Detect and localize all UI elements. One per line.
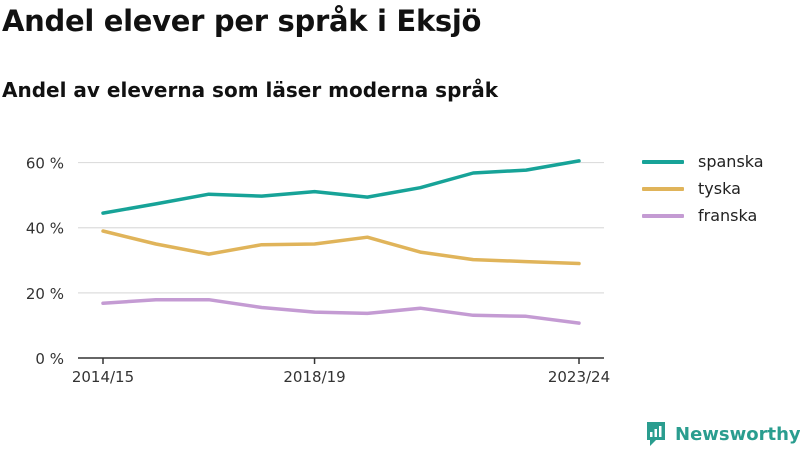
y-tick-label: 0 %	[35, 350, 64, 368]
y-tick-label: 60 %	[26, 155, 64, 173]
legend-item-spanska: spanska	[642, 148, 764, 175]
chart-legend: spanska tyska franska	[642, 148, 764, 229]
series-lines	[101, 159, 581, 325]
chart-subtitle: Andel av eleverna som läser moderna språ…	[2, 78, 499, 102]
x-tick-label: 2014/15	[72, 368, 134, 386]
legend-label: tyska	[698, 179, 741, 198]
brand-name: Newsworthy	[675, 423, 800, 445]
legend-item-tyska: tyska	[642, 175, 764, 202]
series-line-spanska	[101, 159, 581, 215]
x-axis-tick-labels: 2014/15 2018/19 2023/24	[72, 358, 610, 386]
brand-logo: Newsworthy	[645, 420, 800, 448]
y-tick-label: 20 %	[26, 285, 64, 303]
chart-title: Andel elever per språk i Eksjö	[2, 4, 482, 38]
y-axis-tick-labels: 0 % 20 % 40 % 60 %	[26, 155, 64, 368]
gridlines	[78, 161, 604, 294]
x-tick-label: 2018/19	[283, 368, 345, 386]
legend-label: spanska	[698, 152, 764, 171]
x-tick-label: 2023/24	[548, 368, 610, 386]
legend-swatch	[642, 213, 684, 218]
legend-label: franska	[698, 206, 758, 225]
legend-swatch	[642, 159, 684, 164]
legend-item-franska: franska	[642, 202, 764, 229]
legend-swatch	[642, 186, 684, 191]
y-tick-label: 40 %	[26, 220, 64, 238]
series-line-tyska	[101, 229, 581, 266]
newsworthy-logo-icon	[647, 422, 665, 446]
series-line-franska	[101, 297, 581, 325]
